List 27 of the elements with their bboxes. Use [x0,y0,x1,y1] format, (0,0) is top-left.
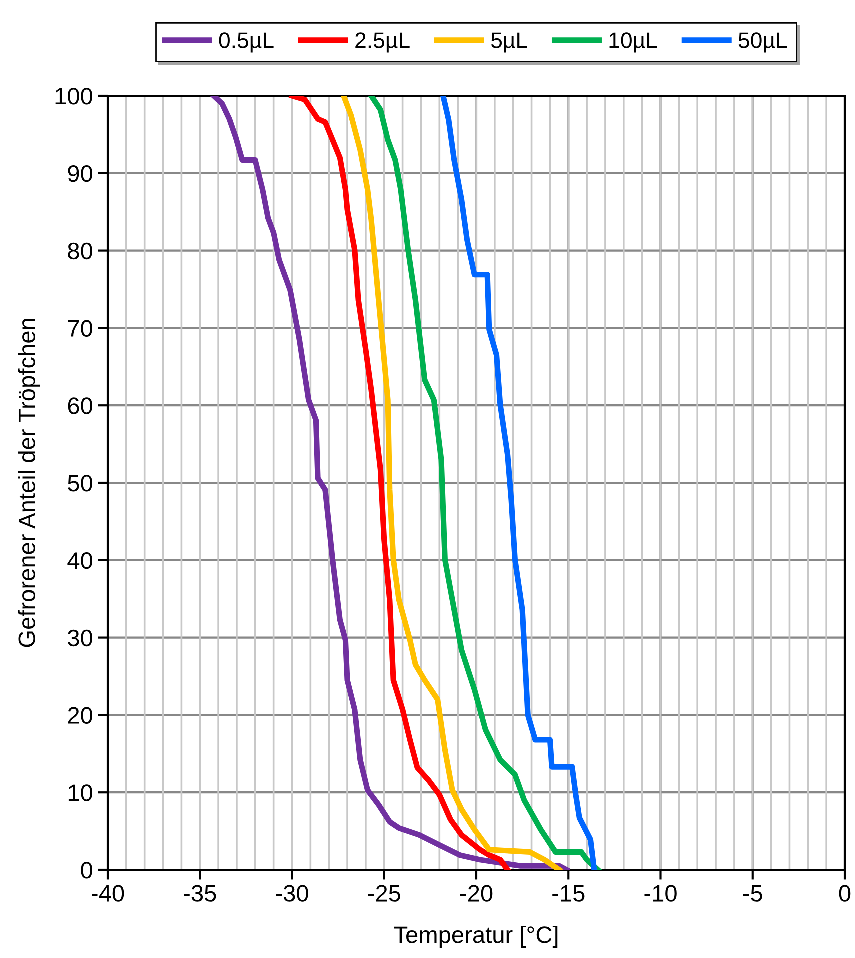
legend-label: 2.5µL [356,32,410,53]
x-tick-label: -30 [276,885,308,902]
x-tick-label: -25 [368,885,400,902]
x-tick-label: -10 [644,885,677,902]
y-tick-label: 20 [68,707,92,724]
x-tick-label: -15 [552,885,585,902]
y-tick-label: 70 [68,320,92,337]
x-tick-label: -35 [184,885,216,902]
y-tick-label: 0 [81,862,92,879]
y-tick-label: 60 [68,398,92,414]
legend-label: 50µL [738,32,788,53]
y-tick-label: 80 [68,242,92,260]
x-tick-label: -20 [460,885,493,902]
y-tick-label: 100 [56,88,92,105]
legend-label: 0.5µL [219,32,274,53]
legend-label: 5µL [491,32,528,53]
y-tick-label: 10 [68,784,92,802]
y-tick-label: 50 [68,475,92,492]
x-tick-label: -40 [92,885,124,902]
y-tick-label: 90 [68,165,92,182]
y-tick-label: 40 [68,552,92,570]
y-axis-title: Gefrorener Anteil der Tröpfchen [18,319,40,648]
x-tick-label: -5 [743,885,762,902]
x-axis-title: Temperatur [°C] [394,926,558,948]
y-tick-label: 30 [68,630,92,647]
legend-label: 10µL [610,32,658,53]
x-tick-label: 0 [839,885,851,902]
